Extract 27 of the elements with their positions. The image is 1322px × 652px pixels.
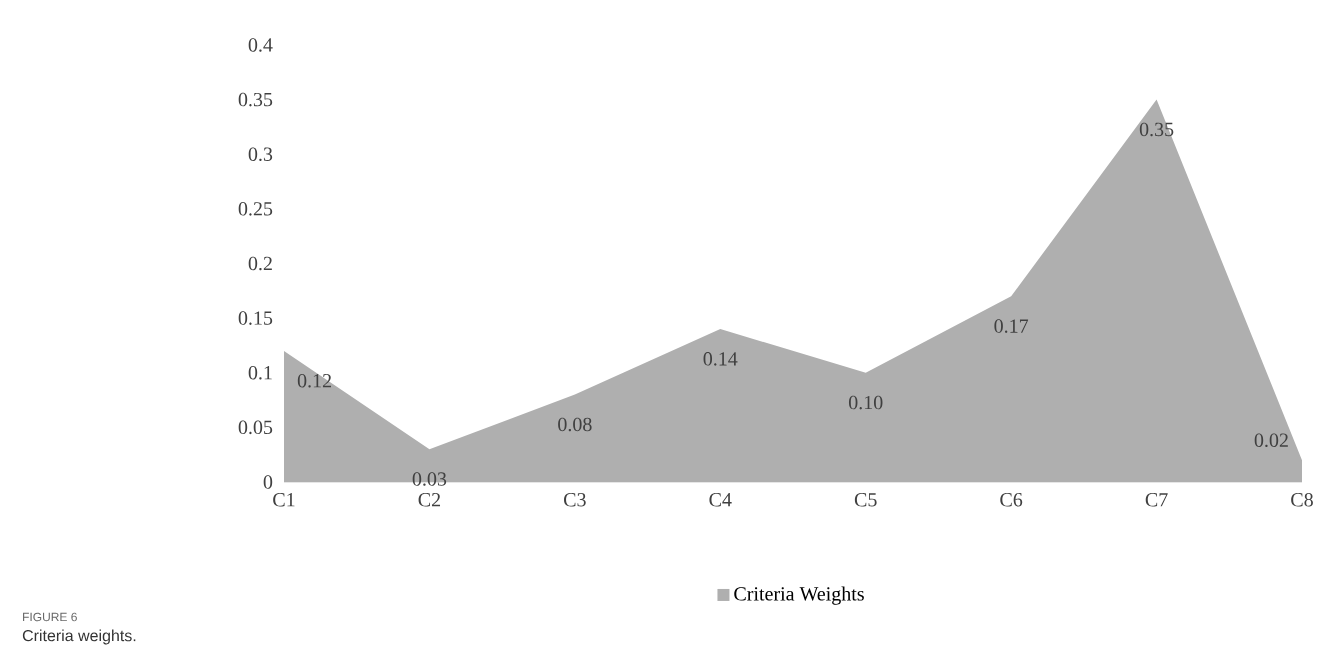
y-tick-label: 0.3 [248, 147, 273, 162]
x-tick-label: C4 [709, 493, 732, 507]
data-label: 0.02 [1254, 433, 1288, 448]
data-label: 0.10 [848, 395, 883, 410]
x-tick-label: C5 [854, 493, 877, 507]
legend-label: Criteria Weights [734, 586, 864, 605]
y-tick-label: 0.2 [248, 256, 272, 271]
y-tick-label: 0.15 [238, 311, 273, 325]
data-label: 0.14 [703, 352, 738, 366]
y-tick-label: 0.4 [248, 38, 273, 52]
text: Criteria weights. [22, 629, 136, 645]
y-tick-label: 0.35 [238, 92, 273, 107]
y-tick-label: 0.1 [248, 365, 272, 380]
data-label: 0.12 [297, 373, 331, 388]
x-tick-label: C2 [418, 493, 441, 507]
y-tick-label: 0.05 [238, 420, 273, 435]
caption: FIGURE 6 [23, 612, 77, 622]
data-label: 0.08 [558, 417, 592, 432]
x-tick-label: C3 [564, 493, 586, 507]
x-tick-label: C8 [1291, 493, 1313, 507]
x-tick-label: C7 [1145, 493, 1168, 507]
x-tick-label: C6 [1000, 493, 1023, 507]
x-tick-label: C1 [273, 493, 295, 507]
data-label: 0.17 [994, 319, 1029, 333]
y-tick-label: 0 [263, 475, 273, 489]
data-label: 0.03 [412, 472, 447, 486]
y-tick-label: 0.25 [238, 202, 273, 216]
